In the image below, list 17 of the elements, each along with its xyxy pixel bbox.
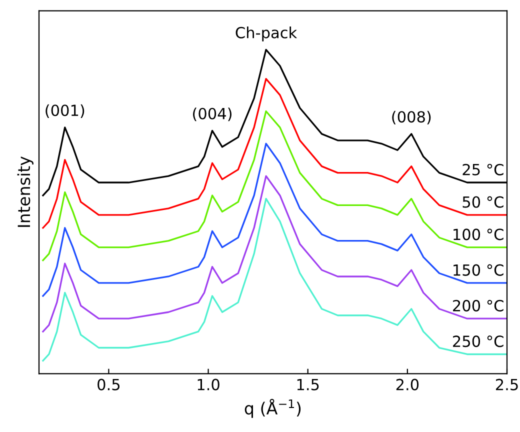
- series-label: 150 °C: [454, 264, 504, 276]
- annotation: (004): [193, 108, 232, 122]
- annotation: Ch-pack: [236, 26, 298, 42]
- annotation: (008): [392, 110, 431, 124]
- series-label: 25 °C: [462, 164, 504, 176]
- x-tick-label: 1.0: [198, 378, 220, 390]
- series-label: 100 °C: [454, 228, 504, 240]
- x-tick-label: 2.5: [496, 378, 518, 390]
- annotation: (001): [46, 104, 84, 118]
- x-tick-label: 2.0: [396, 378, 419, 390]
- x-tick-label: 1.5: [297, 379, 319, 390]
- series-label: 50 °C: [462, 196, 504, 208]
- x-axis-title: q (Å$^{−1}$): [244, 398, 301, 418]
- x-tick-label: 0.5: [98, 378, 120, 390]
- series-label: 250 °C: [453, 336, 504, 348]
- y-axis-title: Intensity: [17, 156, 34, 227]
- series-label: 200 °C: [453, 300, 504, 312]
